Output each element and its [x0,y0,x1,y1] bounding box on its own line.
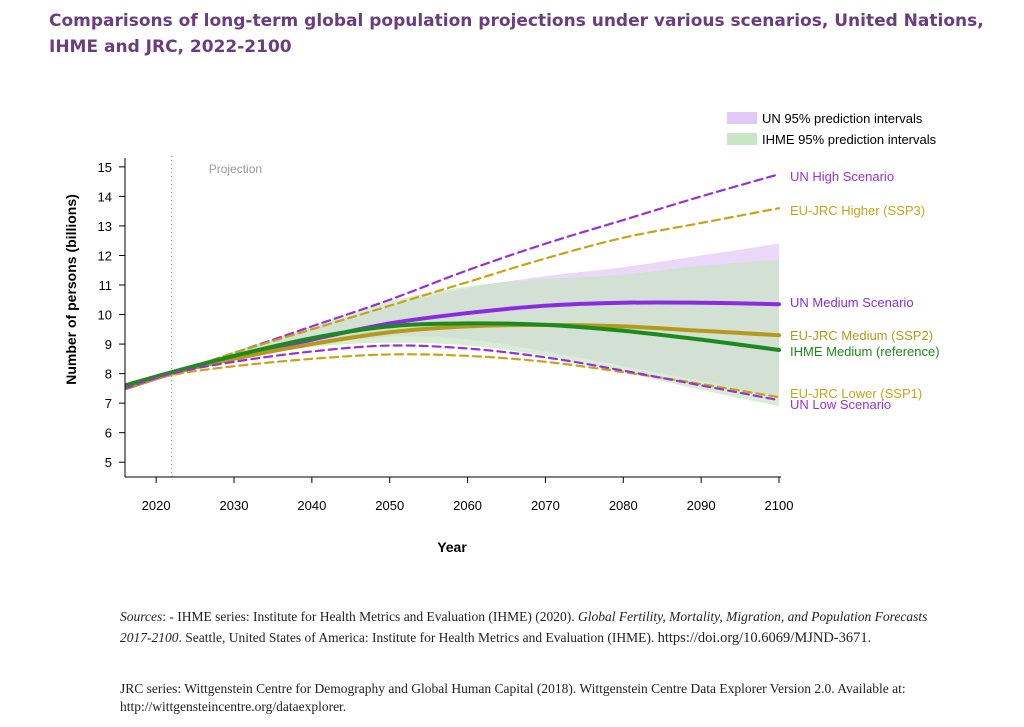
x-tick-label: 2030 [220,498,249,513]
y-tick-label: 15 [98,160,112,175]
un-medium-scenario-label: UN Medium Scenario [790,295,914,310]
sources-ihme-intro: : - IHME series: Institute for Health Me… [162,609,579,624]
eu-jrc-lower-ssp1-line [125,353,781,399]
sources-jrc: JRC series: Wittgenstein Centre for Demo… [120,681,906,714]
y-tick-label: 13 [98,219,112,234]
ihme-95-prediction-intervals-legend-label: IHME 95% prediction intervals [762,132,937,147]
y-axis-label: Number of persons (billions) [63,194,79,385]
y-tick-label: 11 [99,278,113,293]
page-title: Comparisons of long-term global populati… [49,11,984,57]
sources-prefix: Sources [120,609,163,624]
un-95-prediction-intervals-swatch [727,112,757,124]
ihme-medium-reference-line [125,321,781,388]
y-tick-label: 6 [105,426,112,441]
un-95-prediction-intervals-legend-label: UN 95% prediction intervals [762,111,923,126]
x-tick-label: 2080 [609,498,638,513]
sources-ihme-end: . [867,630,871,645]
un-low-scenario-line [125,344,781,402]
y-tick-label: 14 [98,189,112,204]
eu-jrc-medium-ssp2-label: EU-JRC Medium (SSP2) [790,328,933,343]
sources-ihme-link[interactable]: https://doi.org/10.6069/MJND-3671 [657,630,868,646]
series-lines [125,173,781,402]
eu-jrc-higher-ssp3-label: EU-JRC Higher (SSP3) [790,203,925,218]
ihme-medium-reference-label: IHME Medium (reference) [790,344,940,359]
legend: UN 95% prediction intervals IHME 95% pred… [727,111,937,147]
series-labels: UN High Scenario EU-JRC Higher (SSP3) UN M… [790,169,940,412]
y-tick-label: 8 [105,367,112,382]
ihme-95-prediction-intervals-swatch [727,133,757,145]
eu-jrc-medium-ssp2-line [125,322,781,391]
x-tick-label: 2050 [375,498,404,513]
projection-label: Projection [209,162,262,176]
un-high-scenario-label: UN High Scenario [790,169,894,184]
x-tick-label: 2020 [142,498,171,513]
sources-ihme-title: Global Fertility, Mortality, Migration, … [120,609,928,645]
population-chart: Projection 5 6 7 8 9 10 11 12 13 14 15 2020 2030 2040… [63,111,940,555]
y-tick-label: 7 [105,396,112,411]
un-low-scenario-label: UN Low Scenario [790,397,891,412]
y-tick-label: 9 [105,337,112,352]
x-tick-label: 2090 [687,498,716,513]
x-tick-label: 2100 [765,498,794,513]
y-tick-label: 10 [98,308,112,323]
y-tick-label: 5 [105,455,112,470]
axes: 5 6 7 8 9 10 11 12 13 14 15 2020 2030 2040 2050 2060 207… [98,158,794,513]
y-tick-label: 12 [98,248,112,263]
x-tick-label: 2060 [453,498,482,513]
ihme-95-prediction-intervals-band [171,259,779,407]
x-tick-label: 2040 [297,498,326,513]
x-tick-label: 2070 [531,498,560,513]
x-axis-label: Year [437,539,467,555]
eu-jrc-lower-ssp1-label: EU-JRC Lower (SSP1) [790,386,922,401]
sources-ihme: Sources: - IHME series: Institute for He… [120,606,960,649]
prediction-bands [171,243,779,407]
sources-ihme-rest: . Seattle, United States of America: Ins… [178,630,658,645]
